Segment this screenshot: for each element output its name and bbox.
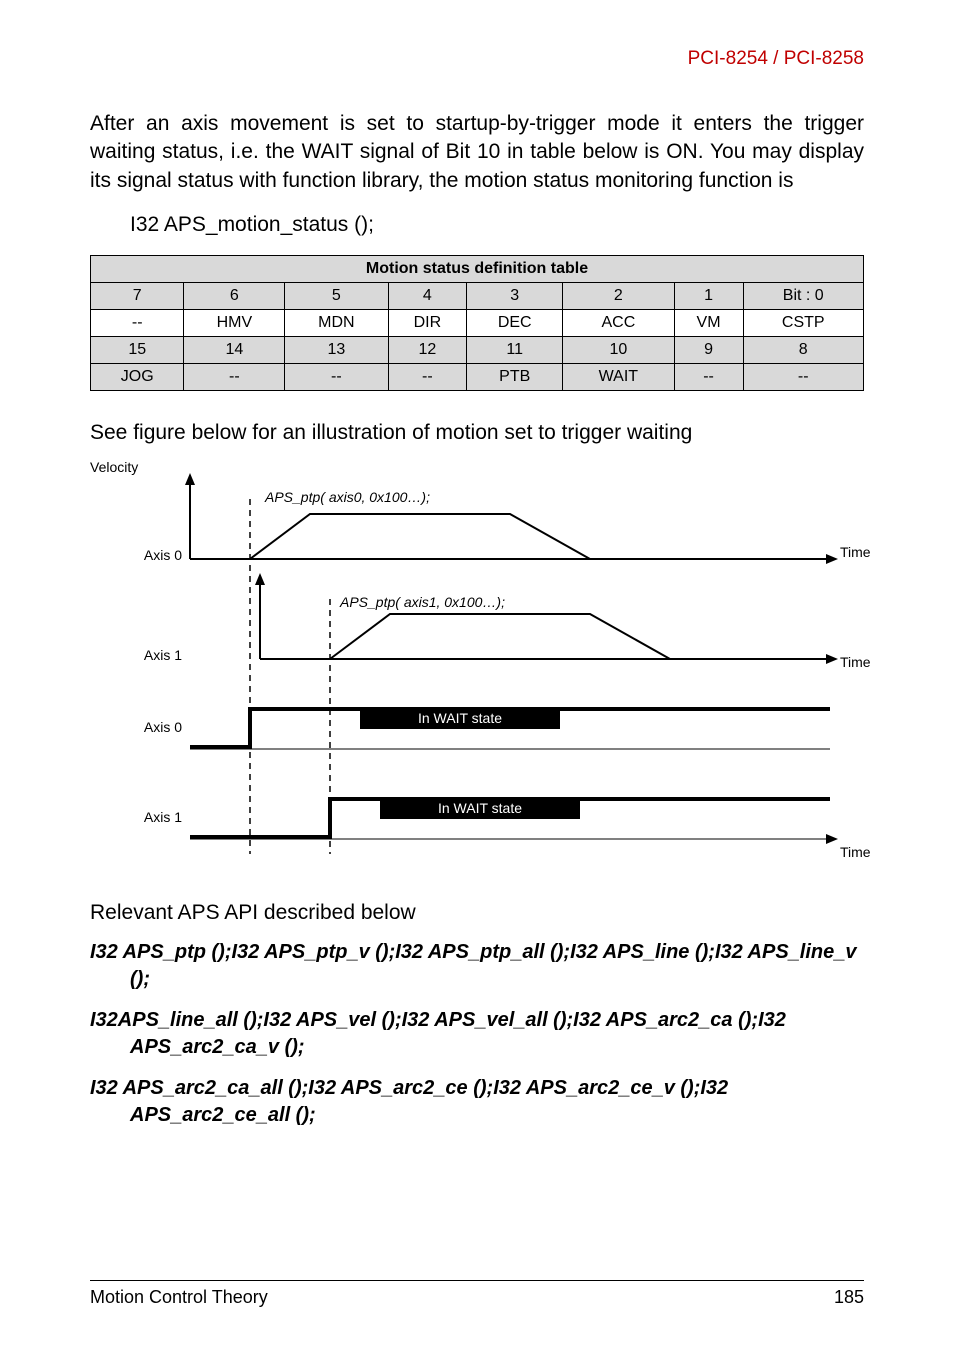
cell: 14	[184, 337, 285, 364]
cell: 15	[91, 337, 184, 364]
axis1-label: Axis 1	[122, 647, 182, 663]
api-list-2: I32APS_line_all ();I32 APS_vel ();I32 AP…	[90, 1007, 864, 1061]
cell: 7	[91, 283, 184, 310]
time-label-1: Time	[840, 654, 871, 670]
cell: CSTP	[743, 310, 863, 337]
cell: 11	[467, 337, 563, 364]
cell: VM	[674, 310, 743, 337]
cell: MDN	[285, 310, 388, 337]
cell: --	[184, 364, 285, 391]
table-row: 15 14 13 12 11 10 9 8	[91, 337, 864, 364]
cell: 6	[184, 283, 285, 310]
cell: WAIT	[563, 364, 674, 391]
cell: 2	[563, 283, 674, 310]
table-row: -- HMV MDN DIR DEC ACC VM CSTP	[91, 310, 864, 337]
cell: DIR	[388, 310, 467, 337]
axis0-label: Axis 0	[122, 547, 182, 563]
wait-label-1: In WAIT state	[380, 800, 580, 816]
page-footer: Motion Control Theory 185	[90, 1280, 864, 1308]
api-list-3: I32 APS_arc2_ca_all ();I32 APS_arc2_ce (…	[90, 1075, 864, 1129]
cell: 12	[388, 337, 467, 364]
cell: 10	[563, 337, 674, 364]
intro-paragraph: After an axis movement is set to startup…	[90, 110, 864, 195]
footer-page-number: 185	[834, 1287, 864, 1308]
time-label-0: Time	[840, 544, 871, 560]
cell: JOG	[91, 364, 184, 391]
table-row: 7 6 5 4 3 2 1 Bit : 0	[91, 283, 864, 310]
cell: Bit : 0	[743, 283, 863, 310]
motion-status-table: Motion status definition table 7 6 5 4 3…	[90, 255, 864, 391]
axis0-wait-label: Axis 0	[122, 719, 182, 735]
cell: 3	[467, 283, 563, 310]
cell: ACC	[563, 310, 674, 337]
diagram-svg	[90, 459, 870, 879]
page-header-product: PCI-8254 / PCI-8258	[688, 48, 864, 70]
cell: DEC	[467, 310, 563, 337]
velocity-label: Velocity	[90, 459, 138, 475]
table-title: Motion status definition table	[91, 256, 864, 283]
axis1-wait-label: Axis 1	[122, 809, 182, 825]
table-row: JOG -- -- -- PTB WAIT -- --	[91, 364, 864, 391]
cell: HMV	[184, 310, 285, 337]
cell: --	[91, 310, 184, 337]
cell: 1	[674, 283, 743, 310]
cell: 4	[388, 283, 467, 310]
annot-axis1: APS_ptp( axis1, 0x100…);	[340, 594, 505, 610]
api-heading: Relevant APS API described below	[90, 901, 864, 925]
cell: --	[388, 364, 467, 391]
see-figure-text: See figure below for an illustration of …	[90, 421, 864, 445]
time-label-2: Time	[840, 844, 871, 860]
wait-label-0: In WAIT state	[360, 710, 560, 726]
cell: 13	[285, 337, 388, 364]
cell: PTB	[467, 364, 563, 391]
cell: --	[743, 364, 863, 391]
cell: 8	[743, 337, 863, 364]
timing-diagram: Velocity	[90, 459, 870, 879]
annot-axis0: APS_ptp( axis0, 0x100…);	[265, 489, 430, 505]
cell: 5	[285, 283, 388, 310]
cell: 9	[674, 337, 743, 364]
api-list-1: I32 APS_ptp ();I32 APS_ptp_v ();I32 APS_…	[90, 939, 864, 993]
cell: --	[674, 364, 743, 391]
cell: --	[285, 364, 388, 391]
footer-left: Motion Control Theory	[90, 1287, 268, 1308]
code-line: I32 APS_motion_status ();	[130, 213, 864, 237]
